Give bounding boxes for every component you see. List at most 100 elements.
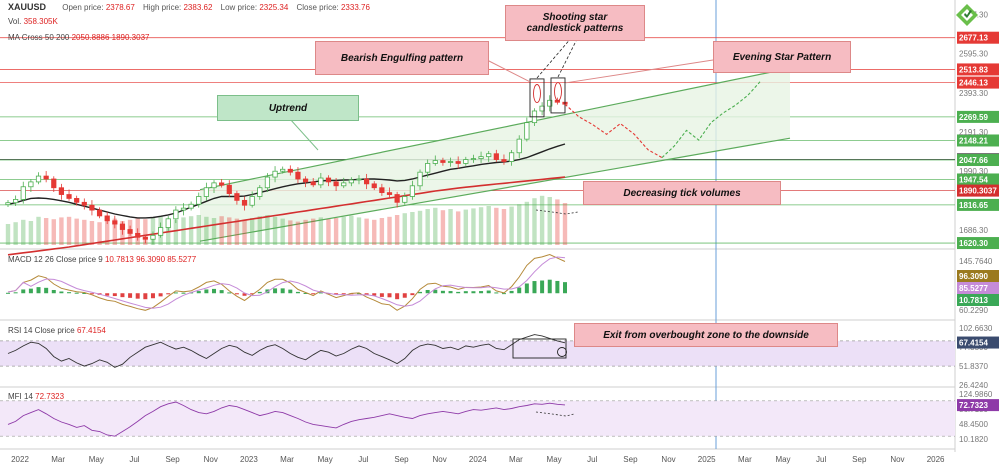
candle-body (119, 223, 126, 230)
volume-bar (425, 209, 430, 245)
symbol-header: XAUUSD Open price: 2378.67 High price: 2… (8, 2, 370, 12)
candle-body (272, 170, 278, 178)
price-level-label: 2047.66 (959, 156, 988, 165)
volume-bar (494, 207, 499, 245)
candle-body (302, 178, 309, 183)
uptrend-callout-pointer (289, 118, 319, 151)
macd-histogram-bar (212, 288, 217, 294)
macd-histogram-bar (112, 293, 117, 297)
volume-bar (356, 217, 362, 245)
mfi-value-label: 72.7323 (959, 401, 988, 410)
macd-histogram-bar (143, 293, 148, 300)
candle-body (386, 192, 393, 195)
volume-bar (181, 217, 186, 245)
macd-axis-tick: 60.2290 (959, 306, 988, 315)
candle-body (508, 152, 515, 162)
time-axis-tick: Nov (890, 455, 904, 464)
candle-body (371, 183, 377, 189)
price-level-tag (957, 237, 999, 250)
volume-bar (74, 218, 79, 245)
low-label: Low price: (220, 3, 258, 12)
macd-histogram-bar (89, 293, 94, 295)
price-level-label: 2269.59 (959, 113, 988, 122)
macd-label: MACD 12 26 Close price 9 (8, 255, 103, 264)
candle-body (463, 159, 469, 164)
macd-values: 10.7813 96.3090 85.5277 (104, 255, 197, 264)
volume-bar (333, 218, 339, 245)
volume-bar (524, 201, 530, 245)
candle-body (287, 168, 293, 173)
uptrend-callout: Uptrend (217, 95, 359, 121)
candle-body (112, 220, 118, 225)
macd-histogram-bar (372, 293, 377, 296)
macd-histogram-bar (158, 293, 163, 297)
candle-body (89, 204, 95, 211)
macd-histogram-bar (166, 293, 171, 295)
candle-body (226, 184, 232, 194)
time-axis-tick: Nov (433, 455, 447, 464)
rsi-value-label: 67.4154 (959, 339, 988, 348)
price-level-label: 2677.13 (959, 34, 988, 43)
macd-histogram-bar (242, 293, 247, 296)
macd-value-tag (957, 282, 999, 294)
price-level-tag (957, 154, 999, 167)
macd-histogram-bar (524, 283, 529, 294)
macd-histogram-bar (173, 292, 178, 294)
volume-bar (112, 218, 118, 245)
volume-bar (387, 216, 392, 245)
candle-body (310, 181, 316, 186)
volume-bar (478, 207, 484, 245)
volume-bar (242, 219, 247, 245)
open-value: 2378.67 (105, 3, 135, 12)
macd-histogram-bar (288, 289, 293, 294)
macd-histogram-bar (295, 291, 300, 294)
macd-histogram-bar (540, 280, 545, 294)
candle-body (127, 229, 133, 234)
candle-body (402, 196, 408, 203)
macd-legend: MACD 12 26 Close price 9 10.7813 96.3090… (8, 255, 196, 264)
time-axis-tick: Sep (394, 455, 409, 464)
price-level-tag (957, 63, 999, 76)
candle-body (379, 187, 385, 193)
bearish-engulfing-box (529, 78, 545, 118)
macd-histogram-bar (67, 292, 72, 294)
ma-label: MA Cross 50 200 (8, 33, 70, 42)
mfi-axis-tick: 124.9860 (959, 390, 993, 399)
time-axis-tick: May (89, 455, 104, 464)
candle-body (264, 176, 271, 189)
time-axis-tick: Mar (738, 455, 752, 464)
bearish-callout-pointer (486, 59, 531, 83)
volume-bar (173, 219, 179, 245)
candle-body (165, 218, 171, 228)
candle-body (28, 181, 34, 188)
time-axis-tick: 2026 (927, 455, 945, 464)
macd-histogram-bar (120, 293, 125, 298)
volume-bar (288, 220, 293, 245)
macd-histogram-bar (311, 293, 316, 295)
volume-bar (104, 220, 110, 245)
macd-value-label: 96.3090 (959, 272, 988, 281)
price-level-label: 2446.13 (959, 79, 988, 88)
candle-body (66, 194, 72, 199)
candle-body (524, 122, 530, 140)
candle-body (180, 207, 187, 211)
rsi-value-tag (957, 336, 999, 349)
macd-histogram-bar (150, 293, 155, 299)
volume-bar (379, 218, 385, 245)
volume-bar (272, 216, 278, 245)
volume-bar (341, 216, 346, 245)
shooting-star-marker-1 (533, 84, 541, 103)
candle-body (104, 215, 110, 222)
candle-body (219, 182, 225, 186)
price-level-label: 1890.3037 (959, 187, 997, 196)
time-axis-tick: Sep (623, 455, 638, 464)
price-axis-tick: 2595.30 (959, 50, 988, 59)
macd-histogram-bar (273, 288, 278, 294)
mfi-axis-tick: 48.4500 (959, 420, 988, 429)
volume-bar (51, 219, 56, 245)
macd-histogram-bar (425, 289, 430, 294)
time-axis-tick: 2024 (469, 455, 487, 464)
volume-bar (13, 222, 18, 245)
macd-histogram-bar (51, 289, 56, 294)
